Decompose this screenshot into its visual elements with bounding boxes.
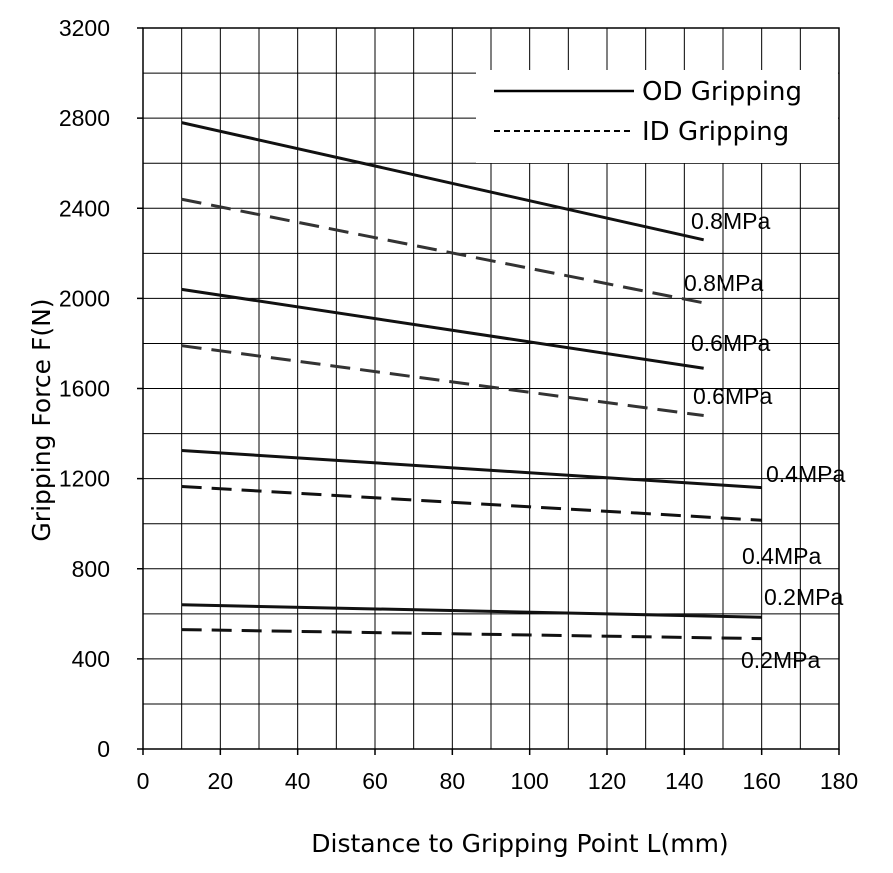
x-tick-label: 40 — [285, 768, 311, 794]
x-tick-label: 160 — [742, 768, 780, 794]
series-label: 0.6MPa — [691, 330, 770, 356]
y-tick-label: 800 — [72, 556, 110, 582]
series-line-06MPa-id — [181, 344, 704, 418]
legend-od-label: OD Gripping — [642, 77, 802, 107]
series-label: 0.4MPa — [766, 461, 845, 487]
y-tick-label: 400 — [72, 646, 110, 672]
series-labels: 0.8MPa 0.8MPa 0.6MPa 0.6MPa 0.4MPa 0.4MPa 0.2M… — [684, 208, 845, 673]
series-label: 0.8MPa — [691, 208, 770, 234]
legend-background — [476, 70, 838, 163]
legend-id-label: ID Gripping — [642, 117, 789, 147]
axes: 0 20 40 60 80 100 120 140 160 180 0 400 800 1200 1600 2… — [59, 15, 858, 794]
y-tick-label: 1200 — [59, 466, 110, 492]
legend: OD Gripping ID Gripping — [476, 70, 838, 163]
y-tick-label: 3200 — [59, 15, 110, 41]
series-line-08MPa-id — [181, 197, 704, 305]
series-line-04MPa-id — [181, 485, 762, 522]
y-axis-title: Gripping Force F(N) — [27, 298, 56, 541]
x-tick-label: 20 — [208, 768, 234, 794]
series-label: 0.2MPa — [764, 584, 843, 610]
y-tick-label: 2800 — [59, 105, 110, 131]
x-tick-label: 100 — [510, 768, 548, 794]
series-label: 0.6MPa — [693, 383, 772, 409]
series-line-04MPa-od — [181, 448, 762, 490]
x-tick-label: 60 — [362, 768, 388, 794]
series-line-06MPa-od — [181, 287, 704, 370]
x-tick-label: 140 — [665, 768, 703, 794]
x-tick-label: 120 — [588, 768, 626, 794]
series-lines — [181, 121, 762, 641]
x-tick-label: 80 — [440, 768, 466, 794]
y-tick-label: 2400 — [59, 195, 110, 221]
x-tick-label: 180 — [820, 768, 858, 794]
y-tick-label: 0 — [97, 736, 110, 762]
series-line-02MPa-id — [181, 628, 762, 641]
series-label: 0.2MPa — [741, 647, 820, 673]
series-label: 0.4MPa — [742, 543, 821, 569]
y-tick-label: 1600 — [59, 376, 110, 402]
series-label: 0.8MPa — [684, 270, 763, 296]
x-axis-title: Distance to Gripping Point L(mm) — [311, 829, 728, 858]
series-line-08MPa-od — [181, 121, 704, 242]
x-tick-label: 0 — [137, 768, 150, 794]
series-line-02MPa-od — [181, 603, 762, 619]
y-tick-label: 2000 — [59, 285, 110, 311]
